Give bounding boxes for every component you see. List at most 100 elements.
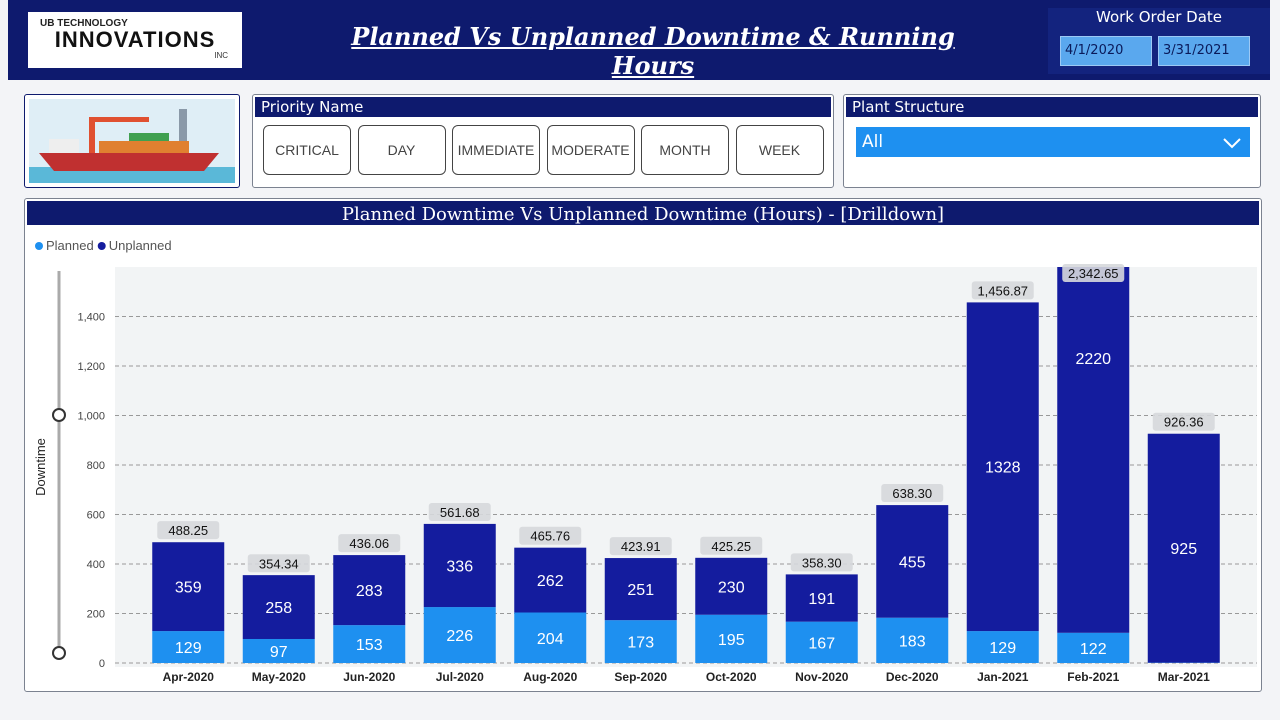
priority-button[interactable]: WEEK xyxy=(735,125,824,175)
bar-segment xyxy=(966,631,1039,663)
total-label: 2,342.65 xyxy=(1068,266,1119,281)
total-label: 465.76 xyxy=(530,529,570,544)
bar-label: 2220 xyxy=(1075,351,1111,368)
date-label: Work Order Date xyxy=(1096,8,1222,26)
x-tick-label: Feb-2021 xyxy=(1067,670,1119,684)
bar-label: 359 xyxy=(175,580,202,597)
bar-label: 336 xyxy=(446,558,473,575)
total-label-bg xyxy=(609,537,672,556)
y-tick-label: 1,000 xyxy=(77,411,105,423)
bar-segment xyxy=(604,558,677,621)
slider-handle[interactable] xyxy=(52,408,66,422)
bar-segment xyxy=(152,631,225,663)
bar-label: 129 xyxy=(989,640,1016,657)
bar-label: 1328 xyxy=(985,460,1021,477)
bar-label: 455 xyxy=(899,554,926,571)
date-filter: Work Order Date 4/1/2020 3/31/2021 xyxy=(1048,8,1270,74)
total-label-bg xyxy=(881,484,944,503)
plant-filter: Plant Structure All xyxy=(843,94,1261,188)
bar-segment xyxy=(695,614,768,663)
total-label: 358.30 xyxy=(802,555,842,570)
priority-button[interactable]: IMMEDIATE xyxy=(452,125,540,175)
total-label-bg xyxy=(519,526,582,545)
legend-marker xyxy=(35,242,43,250)
y-tick-label: 1,200 xyxy=(77,361,105,373)
bar-label: 195 xyxy=(718,632,745,649)
bar-label: 226 xyxy=(446,628,473,645)
priority-label: Priority Name xyxy=(255,97,831,117)
bar-segment xyxy=(1057,267,1130,633)
x-tick-label: Jun-2020 xyxy=(343,670,395,684)
date-start[interactable]: 4/1/2020 xyxy=(1060,36,1152,66)
bar-label: 153 xyxy=(356,637,383,654)
bar-segment xyxy=(333,625,406,663)
bar-label: 173 xyxy=(627,635,654,652)
ship-image xyxy=(24,94,240,188)
total-label: 423.91 xyxy=(621,539,661,554)
header: UB TECHNOLOGY INNOVATIONS INC Planned Vs… xyxy=(8,0,1270,80)
bar-segment xyxy=(695,557,768,615)
logo: UB TECHNOLOGY INNOVATIONS INC xyxy=(28,12,242,68)
priority-button[interactable]: MONTH xyxy=(641,125,729,175)
y-tick-label: 400 xyxy=(87,559,105,571)
x-tick-label: Oct-2020 xyxy=(706,670,757,684)
chart-title: Planned Downtime Vs Unplanned Downtime (… xyxy=(342,204,944,225)
plant-label: Plant Structure xyxy=(846,97,1258,117)
total-label: 436.06 xyxy=(349,536,389,551)
logo-main: INNOVATIONS xyxy=(54,27,216,52)
bar-segment xyxy=(966,302,1039,632)
total-label: 354.34 xyxy=(259,556,299,571)
priority-button[interactable]: DAY xyxy=(357,125,446,175)
total-label-bg xyxy=(428,502,491,521)
bar-segment xyxy=(242,638,315,663)
total-label-bg xyxy=(247,554,310,573)
slider-handle[interactable] xyxy=(52,646,66,660)
priority-button[interactable]: CRITICAL xyxy=(263,125,351,175)
x-tick-label: May-2020 xyxy=(252,670,306,684)
total-label-bg xyxy=(790,553,853,572)
x-tick-label: Jan-2021 xyxy=(977,670,1029,684)
x-tick-label: Mar-2021 xyxy=(1158,670,1210,684)
priority-button[interactable]: MODERATE xyxy=(546,125,635,175)
chart-title-bar xyxy=(27,201,1259,225)
dropdown-arrow xyxy=(1223,138,1241,149)
total-label: 425.25 xyxy=(711,539,751,554)
total-label: 926.36 xyxy=(1164,415,1204,430)
bar-label: 183 xyxy=(899,633,926,650)
total-label: 561.68 xyxy=(440,505,480,520)
bar-label: 283 xyxy=(356,583,383,600)
total-label-bg xyxy=(1062,264,1125,282)
bar-segment xyxy=(514,612,587,663)
bar-label: 129 xyxy=(175,640,202,657)
bar-segment xyxy=(876,617,949,663)
total-label-bg xyxy=(1152,412,1215,431)
bars xyxy=(152,267,1220,663)
bar-segment xyxy=(242,575,315,639)
total-label: 1,456.87 xyxy=(977,283,1028,298)
chart-card: Planned Downtime Vs Unplanned Downtime (… xyxy=(24,198,1262,692)
x-tick-label: Jul-2020 xyxy=(436,670,484,684)
bar-segment xyxy=(1057,632,1130,663)
bar-label: 97 xyxy=(270,644,288,661)
plant-dropdown[interactable]: All xyxy=(856,127,1250,157)
total-label: 488.25 xyxy=(168,523,208,538)
bar-segment xyxy=(876,505,949,618)
bar-label: 262 xyxy=(537,573,564,590)
legend-marker xyxy=(97,242,106,250)
date-end[interactable]: 3/31/2021 xyxy=(1158,36,1250,66)
y-axis-label: Downtime xyxy=(33,438,48,496)
y-tick-label: 800 xyxy=(87,460,105,472)
x-tick-label: Nov-2020 xyxy=(795,670,849,684)
bar-label: 204 xyxy=(537,631,564,648)
priority-filter: Priority Name CRITICAL DAY IMMEDIATE MODERA… xyxy=(252,94,834,188)
x-tick-label: Sep-2020 xyxy=(614,670,667,684)
bar-label: 230 xyxy=(718,579,745,596)
bar-segment xyxy=(423,607,496,663)
bar-label: 167 xyxy=(808,635,835,652)
bar-label: 925 xyxy=(1170,541,1197,558)
plant-selected: All xyxy=(862,132,884,152)
bar-label: 191 xyxy=(808,591,835,608)
y-tick-label: 1,400 xyxy=(77,312,105,324)
bar-segment xyxy=(333,555,406,626)
